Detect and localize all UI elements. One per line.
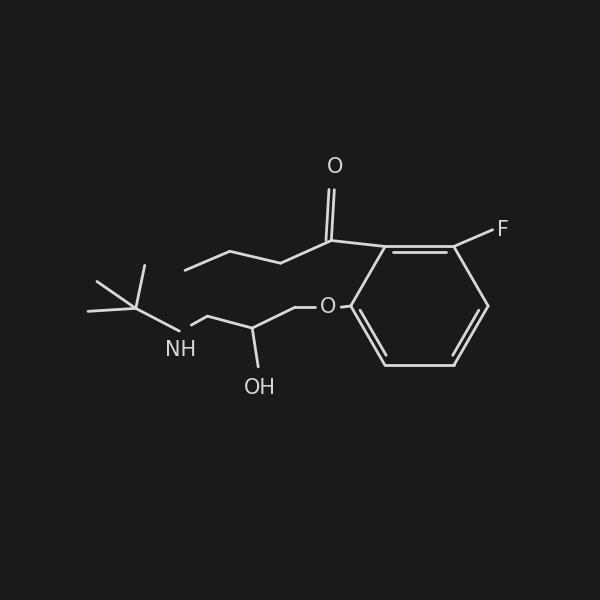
Text: O: O — [320, 297, 336, 317]
Text: OH: OH — [244, 377, 275, 398]
Text: NH: NH — [165, 340, 196, 360]
Text: O: O — [328, 157, 344, 176]
Text: F: F — [497, 220, 509, 240]
